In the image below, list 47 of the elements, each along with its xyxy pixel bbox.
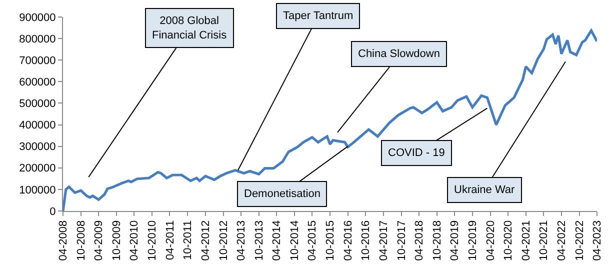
annotation: Taper Tantrum: [283, 10, 354, 22]
annotation: Demonetisation: [244, 188, 320, 200]
x-tick-label: 04-2022: [556, 220, 568, 261]
x-tick-label: 04-2013: [236, 220, 248, 261]
y-tick-label: 500000: [19, 98, 56, 110]
annotation: China Slowdown: [358, 48, 440, 60]
x-tick-label: 04-2015: [306, 220, 319, 261]
x-tick-label: 10-2020: [502, 220, 515, 261]
x-tick-label: 04-2009: [93, 220, 106, 261]
annotation: COVID - 19: [388, 147, 445, 159]
x-tick-label: 10-2014: [288, 220, 301, 261]
x-tick-label: 10-2011: [182, 220, 194, 260]
x-tick-label: 10-2015: [324, 220, 337, 261]
y-tick-label: 300000: [19, 141, 56, 154]
x-tick-label: 10-2021: [538, 220, 550, 261]
x-tick-label: 10-2013: [253, 220, 266, 261]
x-tick-label: 04-2020: [484, 220, 497, 261]
x-tick-label: 04-2023: [592, 220, 604, 261]
x-tick-label: 04-2011: [164, 220, 176, 260]
x-tick-label: 10-2010: [146, 220, 159, 261]
x-tick-label: 10-2019: [466, 220, 479, 261]
x-tick-label: 10-2012: [218, 220, 230, 261]
y-tick-label: 800000: [19, 33, 56, 46]
y-tick-label: 100000: [19, 184, 56, 196]
x-tick-label: 04-2010: [128, 220, 141, 261]
y-tick-label: 200000: [19, 162, 56, 175]
x-tick-label: 04-2018: [414, 220, 426, 261]
y-tick-label: 400000: [19, 120, 56, 132]
y-tick-label: 900000: [19, 12, 56, 24]
x-tick-label: 04-2008: [58, 220, 70, 261]
x-tick-label: 10-2009: [110, 220, 123, 261]
annotation: Ukraine War: [454, 184, 516, 196]
x-tick-label: 10-2022: [574, 220, 586, 261]
annotation: 2008 Global Financial Crisis: [152, 15, 228, 42]
x-tick-label: 10-2008: [75, 220, 88, 261]
y-tick-label: 600000: [19, 76, 56, 89]
x-tick-label: 10-2016: [360, 220, 372, 261]
x-tick-label: 04-2012: [200, 220, 212, 261]
x-tick-label: 04-2019: [449, 220, 462, 261]
x-tick-label: 10-2018: [431, 220, 444, 261]
x-tick-label: 04-2021: [520, 220, 532, 261]
y-tick-label: 700000: [19, 54, 56, 67]
x-tick-label: 04-2016: [342, 220, 354, 261]
x-tick-label: 04-2014: [271, 220, 284, 261]
y-tick-label: 0: [50, 206, 56, 218]
x-tick-label: 10-2017: [396, 220, 408, 261]
x-tick-label: 04-2017: [378, 220, 390, 261]
